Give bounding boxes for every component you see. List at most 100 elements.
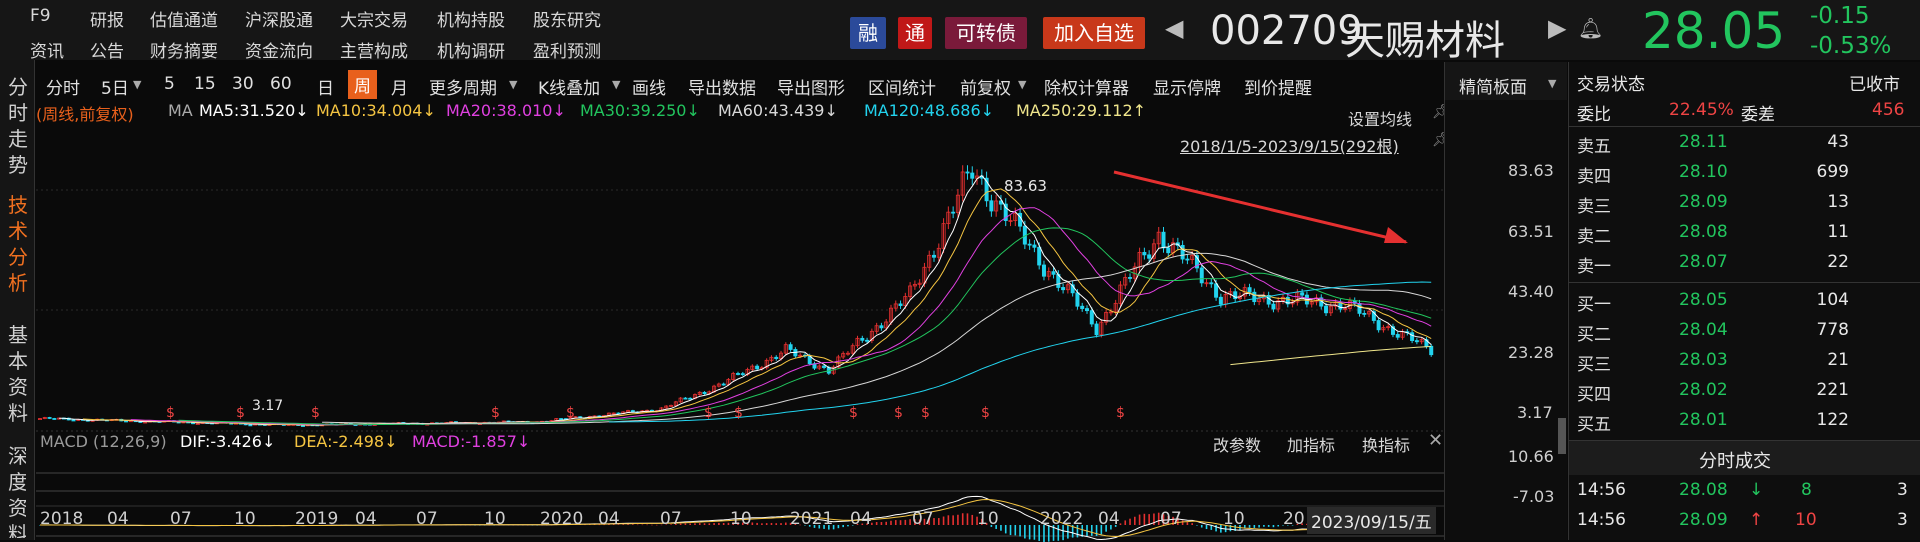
nav-block-trade[interactable]: 大宗交易 bbox=[340, 11, 408, 31]
nav-institution-holding[interactable]: 机构持股 bbox=[437, 11, 505, 31]
tab-technical[interactable]: 技术分析 bbox=[8, 193, 28, 295]
weibi-value: 22.45% bbox=[1669, 100, 1734, 120]
nav-business[interactable]: 主营构成 bbox=[340, 42, 408, 62]
export-data[interactable]: 导出数据 bbox=[688, 79, 756, 99]
macd-bar bbox=[751, 522, 754, 525]
period-5min[interactable]: 5 bbox=[164, 74, 175, 94]
macd-value: MACD:-1.857↓ bbox=[412, 432, 531, 451]
macd-bar bbox=[1286, 525, 1289, 526]
ask-2-price[interactable]: 28.08 bbox=[1679, 222, 1728, 242]
ask-5-price[interactable]: 28.11 bbox=[1679, 132, 1728, 152]
nav-survey[interactable]: 机构调研 bbox=[437, 42, 505, 62]
close-icon[interactable]: ✕ bbox=[1428, 430, 1444, 451]
bid-5-price[interactable]: 28.01 bbox=[1679, 410, 1728, 430]
nav-valuation[interactable]: 估值通道 bbox=[150, 11, 218, 31]
price-alert[interactable]: 到价提醒 bbox=[1244, 79, 1312, 99]
bid-2-price[interactable]: 28.04 bbox=[1679, 320, 1728, 340]
nav-fund-flow[interactable]: 资金流向 bbox=[245, 42, 313, 62]
tab-intraday[interactable]: 分时走势 bbox=[8, 75, 28, 177]
ma-lines bbox=[59, 174, 1432, 426]
period-5day[interactable]: 5日 bbox=[101, 79, 129, 99]
candle bbox=[1041, 264, 1046, 277]
nav-f9[interactable]: F9 bbox=[30, 6, 51, 26]
ma30-line bbox=[178, 227, 1432, 425]
period-intraday[interactable]: 分时 bbox=[46, 79, 80, 99]
macd-bar bbox=[1167, 516, 1170, 525]
date-range[interactable]: 2018/1/5-2023/9/15(292根) bbox=[1180, 137, 1399, 156]
show-suspended[interactable]: 显示停牌 bbox=[1153, 79, 1221, 99]
candle bbox=[1104, 312, 1109, 323]
macd-bar bbox=[1258, 525, 1260, 528]
set-ma-button[interactable]: 设置均线 bbox=[1348, 110, 1413, 129]
connect-tag[interactable]: 通 bbox=[898, 17, 932, 49]
candle bbox=[1247, 287, 1252, 293]
adjust-forward[interactable]: 前复权 bbox=[960, 79, 1011, 99]
dropdown-icon[interactable]: ▼ bbox=[509, 78, 518, 91]
macd-bar bbox=[689, 523, 691, 525]
dropdown-icon[interactable]: ▼ bbox=[1548, 77, 1557, 90]
margin-tag[interactable]: 融 bbox=[850, 17, 886, 49]
more-periods[interactable]: 更多周期 bbox=[429, 79, 497, 99]
x-tick: 10 bbox=[977, 509, 999, 529]
macd-bar bbox=[847, 525, 849, 527]
ma10-line bbox=[82, 188, 1432, 426]
macd-bar bbox=[985, 522, 988, 525]
switch-indicator-button[interactable]: 换指标 bbox=[1362, 436, 1411, 455]
bid-3-price[interactable]: 28.03 bbox=[1679, 350, 1728, 370]
kline-chart[interactable]: $ $ $ $ $ $ $ $ $ $ $ $ bbox=[36, 130, 1444, 542]
tab-basic-info[interactable]: 基本资料 bbox=[8, 323, 28, 425]
x-tick: 04 bbox=[1098, 509, 1120, 529]
macd-bar bbox=[651, 524, 653, 526]
nav-shareholder[interactable]: 股东研究 bbox=[533, 11, 601, 31]
dropdown-icon[interactable]: ▼ bbox=[133, 78, 142, 91]
y-tick: 3.17 bbox=[1517, 403, 1553, 422]
period-30min[interactable]: 30 bbox=[232, 74, 254, 94]
period-week[interactable]: 周 bbox=[348, 70, 377, 99]
macd-bar bbox=[813, 525, 816, 528]
add-indicator-button[interactable]: 加指标 bbox=[1287, 436, 1336, 455]
range-stats[interactable]: 区间统计 bbox=[868, 79, 936, 99]
draw-line[interactable]: 画线 bbox=[632, 79, 666, 99]
candle bbox=[1429, 345, 1434, 356]
export-image[interactable]: 导出图形 bbox=[777, 79, 845, 99]
bid-1-price[interactable]: 28.05 bbox=[1679, 290, 1728, 310]
scrollbar-handle[interactable] bbox=[1558, 418, 1566, 454]
macd-bar bbox=[914, 519, 916, 525]
nav-connect[interactable]: 沪深股通 bbox=[245, 11, 313, 31]
period-15min[interactable]: 15 bbox=[194, 74, 216, 94]
candle bbox=[1285, 296, 1290, 305]
x-tick: 10 bbox=[1223, 509, 1245, 529]
simplify-layout-button[interactable]: 精简板面 bbox=[1459, 78, 1527, 98]
macd-bar bbox=[1057, 525, 1060, 541]
add-watchlist-button[interactable]: 加入自选 bbox=[1043, 17, 1145, 49]
kline-overlay[interactable]: K线叠加 bbox=[538, 79, 601, 99]
edit-params-button[interactable]: 改参数 bbox=[1213, 436, 1262, 455]
tab-depth-info[interactable]: 深度资料 bbox=[8, 444, 26, 538]
period-60min[interactable]: 60 bbox=[270, 74, 292, 94]
macd-bar bbox=[1196, 525, 1198, 526]
next-stock-icon[interactable]: ▶ bbox=[1548, 14, 1567, 42]
nav-finance[interactable]: 财务摘要 bbox=[150, 42, 218, 62]
nav-forecast[interactable]: 盈利预测 bbox=[533, 42, 601, 62]
period-day[interactable]: 日 bbox=[317, 79, 334, 99]
ask-1-price[interactable]: 28.07 bbox=[1679, 252, 1728, 272]
ex-rights-calc[interactable]: 除权计算器 bbox=[1044, 79, 1129, 99]
dropdown-icon[interactable]: ▼ bbox=[612, 78, 621, 91]
nav-research[interactable]: 研报 bbox=[90, 11, 124, 31]
macd-bar bbox=[698, 523, 701, 525]
nav-announcement[interactable]: 公告 bbox=[90, 42, 124, 62]
candle bbox=[788, 344, 793, 350]
macd-bar bbox=[1162, 514, 1165, 525]
ask-3-price[interactable]: 28.09 bbox=[1679, 192, 1728, 212]
bell-icon[interactable]: 🔔︎ bbox=[1578, 16, 1604, 40]
macd-bar bbox=[1038, 525, 1040, 541]
ask-4-price[interactable]: 28.10 bbox=[1679, 162, 1728, 182]
prev-stock-icon[interactable]: ◀ bbox=[1165, 14, 1184, 42]
period-month[interactable]: 月 bbox=[391, 79, 408, 99]
dropdown-icon[interactable]: ▼ bbox=[1018, 78, 1027, 91]
convertible-tag[interactable]: 可转债 bbox=[945, 17, 1027, 49]
nav-news[interactable]: 资讯 bbox=[30, 42, 64, 62]
macd-bar bbox=[1272, 525, 1275, 528]
bid-4-price[interactable]: 28.02 bbox=[1679, 380, 1728, 400]
candle bbox=[1147, 254, 1152, 259]
